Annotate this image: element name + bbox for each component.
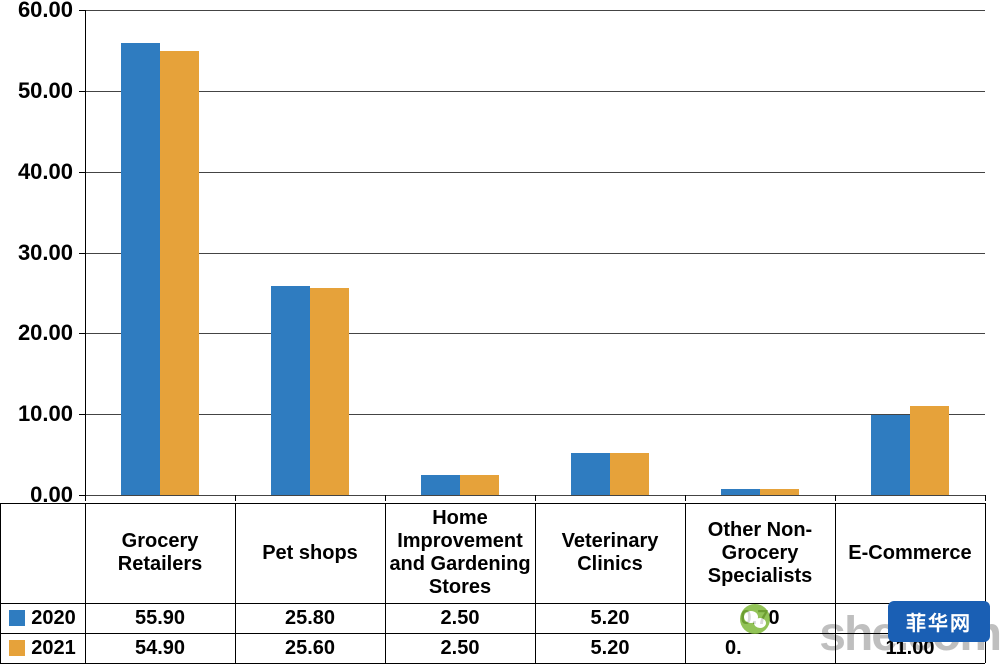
category-label: Veterinary Clinics xyxy=(535,503,685,603)
data-cell: 5.20 xyxy=(535,633,685,663)
data-cell: 55.90 xyxy=(85,603,235,633)
y-tick-label: 20.00 xyxy=(18,320,73,346)
bar xyxy=(571,453,610,495)
category-label: Pet shops xyxy=(235,503,385,603)
data-cell: 2.50 xyxy=(385,603,535,633)
data-cell: 11.00 xyxy=(835,633,985,663)
y-tick-label: 10.00 xyxy=(18,401,73,427)
gridline xyxy=(85,91,985,92)
y-tick-label: 30.00 xyxy=(18,240,73,266)
data-cell: 0. xyxy=(685,633,835,663)
category-label: Home Improvement and Gardening Stores xyxy=(385,503,535,603)
category-label: Other Non-Grocery Specialists xyxy=(685,503,835,603)
bar xyxy=(421,475,460,495)
gridline xyxy=(85,172,985,173)
gridline xyxy=(85,10,985,11)
bar xyxy=(910,406,949,495)
gridline xyxy=(85,414,985,415)
bar xyxy=(760,489,799,495)
bar xyxy=(871,415,910,495)
y-tick-label: 50.00 xyxy=(18,78,73,104)
category-label: E-Commerce xyxy=(835,503,985,603)
data-cell: 2.50 xyxy=(385,633,535,663)
data-cell: 54.90 xyxy=(85,633,235,663)
legend-label: 2020 xyxy=(31,607,76,630)
legend-entry: 2021 xyxy=(0,633,85,663)
data-cell: 0.70 xyxy=(685,603,835,633)
legend-swatch xyxy=(9,610,25,626)
bar xyxy=(121,43,160,495)
bar xyxy=(460,475,499,495)
data-cell: 5.20 xyxy=(535,603,685,633)
legend-entry: 2020 xyxy=(0,603,85,633)
gridline xyxy=(85,333,985,334)
data-cell: 9.90 xyxy=(835,603,985,633)
bar xyxy=(160,51,199,495)
y-tick-label: 0.00 xyxy=(30,482,73,508)
chart-root: 0.00 10.00 20.00 30.00 40.00 50.00 60.00 Grocer… xyxy=(0,0,1000,662)
bar xyxy=(721,489,760,495)
y-tick-label: 60.00 xyxy=(18,0,73,23)
bar xyxy=(610,453,649,495)
bar xyxy=(310,288,349,495)
category-label: Grocery Retailers xyxy=(85,503,235,603)
y-tick-label: 40.00 xyxy=(18,159,73,185)
legend-swatch xyxy=(9,640,25,656)
bar xyxy=(271,286,310,495)
legend-label: 2021 xyxy=(31,637,76,660)
data-cell: 25.80 xyxy=(235,603,385,633)
data-cell: 25.60 xyxy=(235,633,385,663)
gridline xyxy=(85,253,985,254)
